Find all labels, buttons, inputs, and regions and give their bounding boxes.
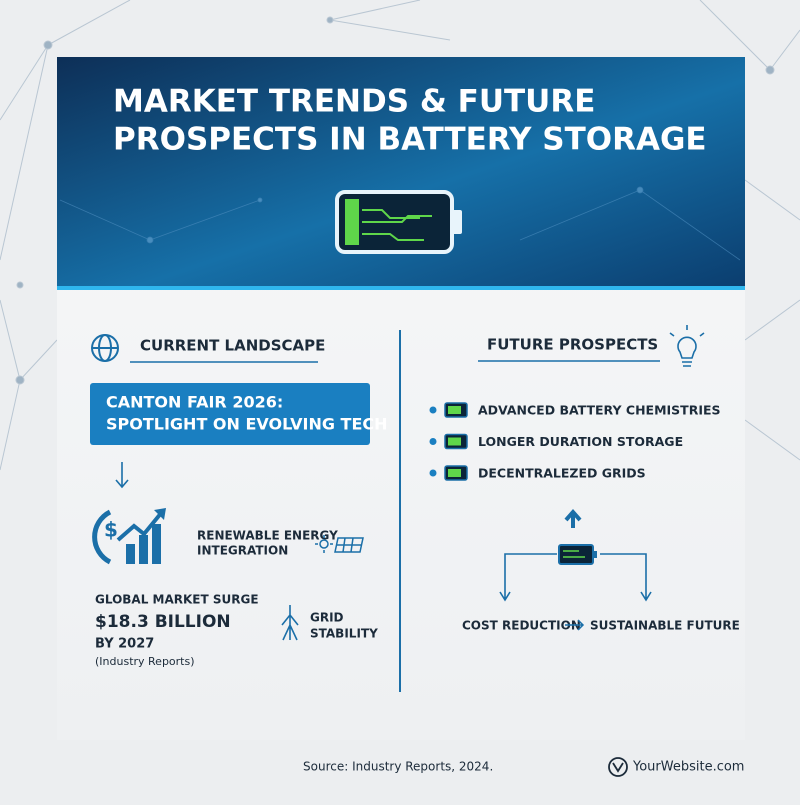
solar-icon xyxy=(315,535,364,553)
small-battery xyxy=(558,544,597,565)
market-value: $18.3 BILLION xyxy=(95,612,231,632)
bulb-icon xyxy=(669,325,705,367)
renewable-line: RENEWABLE ENERGY xyxy=(197,529,338,543)
item-battery-cell xyxy=(448,437,461,446)
growth-icon: $ xyxy=(92,508,166,565)
svg-text:$: $ xyxy=(104,518,118,542)
title-line: PROSPECTS IN BATTERY STORAGE xyxy=(113,122,707,158)
market-source: (Industry Reports) xyxy=(95,655,195,668)
market-label: GLOBAL MARKET SURGE xyxy=(95,593,259,607)
item-battery-cell xyxy=(448,469,461,477)
outcome: COST REDUCTION xyxy=(462,619,581,633)
logo-mark xyxy=(612,762,624,773)
bullet xyxy=(429,438,437,445)
header-glow xyxy=(57,286,745,290)
title-line: MARKET TRENDS & FUTURE xyxy=(113,84,595,120)
prospect-list: ADVANCED BATTERY CHEMISTRIES LONGER DURAT… xyxy=(429,402,721,481)
prospect-item: ADVANCED BATTERY CHEMISTRIES xyxy=(478,403,721,418)
logo xyxy=(608,757,628,777)
globe-icon xyxy=(91,334,119,362)
header-network xyxy=(59,186,741,261)
battery-icon xyxy=(335,190,462,254)
grid-line-text: GRID xyxy=(310,611,344,625)
wind-icon xyxy=(281,605,299,641)
down-arrow xyxy=(115,462,129,489)
section-heading: FUTURE PROSPECTS xyxy=(487,336,658,354)
market-year: BY 2027 xyxy=(95,637,154,652)
renewable-line: INTEGRATION xyxy=(197,544,288,558)
bullet xyxy=(429,406,437,414)
outcome-arrow xyxy=(565,619,585,631)
grid-line-text: STABILITY xyxy=(310,627,378,641)
highlight-box xyxy=(90,383,370,445)
bullet xyxy=(429,469,437,477)
prospect-item: LONGER DURATION STORAGE xyxy=(478,434,683,449)
source: Source: Industry Reports, 2024. xyxy=(303,760,493,774)
section-heading: CURRENT LANDSCAPE xyxy=(140,337,325,355)
up-arrow xyxy=(564,508,582,528)
website: YourWebsite.com xyxy=(632,760,744,775)
outcome: SUSTAINABLE FUTURE xyxy=(590,619,740,633)
item-battery-cell xyxy=(448,406,461,414)
prospect-item: DECENTRALEZED GRIDS xyxy=(478,466,646,481)
network-decoration xyxy=(0,0,800,471)
highlight-line: CANTON FAIR 2026: xyxy=(106,393,283,412)
branch-arrows xyxy=(499,553,652,602)
highlight-line: SPOTLIGHT ON EVOLVING TECH xyxy=(106,415,388,434)
